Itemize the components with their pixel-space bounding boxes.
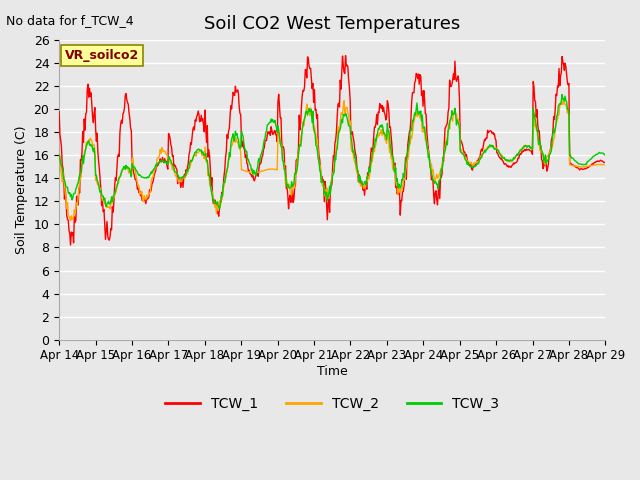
Y-axis label: Soil Temperature (C): Soil Temperature (C) <box>15 126 28 254</box>
TCW_1 <box>122 91 130 96</box>
TCW_2 <box>602 162 609 168</box>
TCW_1 <box>416 72 424 78</box>
TCW_2 <box>67 217 74 223</box>
TCW_2 <box>65 214 73 219</box>
TCW_2 <box>122 164 130 170</box>
TCW_1 <box>207 166 214 171</box>
Line: TCW_2: TCW_2 <box>59 101 605 220</box>
Text: VR_soilco2: VR_soilco2 <box>65 49 139 62</box>
TCW_3 <box>205 172 213 178</box>
TCW_1 <box>178 180 186 186</box>
TCW_1 <box>342 53 349 59</box>
Text: No data for f_TCW_4: No data for f_TCW_4 <box>6 14 134 27</box>
TCW_3 <box>177 175 184 180</box>
TCW_3 <box>55 152 63 158</box>
TCW_3 <box>122 167 129 172</box>
Line: TCW_1: TCW_1 <box>59 56 605 245</box>
TCW_3 <box>415 108 423 114</box>
TCW_2 <box>207 183 214 189</box>
X-axis label: Time: Time <box>317 365 348 378</box>
Title: Soil CO2 West Temperatures: Soil CO2 West Temperatures <box>204 15 460 33</box>
TCW_1 <box>602 159 609 165</box>
TCW_1 <box>55 108 63 114</box>
TCW_1 <box>67 242 74 248</box>
TCW_3 <box>65 191 73 196</box>
TCW_2 <box>416 115 424 120</box>
TCW_2 <box>340 98 348 104</box>
TCW_3 <box>558 92 566 97</box>
TCW_2 <box>55 152 63 157</box>
Legend: TCW_1, TCW_2, TCW_3: TCW_1, TCW_2, TCW_3 <box>159 391 505 417</box>
TCW_3 <box>399 170 407 176</box>
TCW_1 <box>400 183 408 189</box>
Line: TCW_3: TCW_3 <box>59 95 605 209</box>
TCW_1 <box>65 228 73 233</box>
TCW_3 <box>216 206 223 212</box>
TCW_3 <box>602 153 609 158</box>
TCW_2 <box>400 178 408 183</box>
TCW_2 <box>178 179 186 185</box>
